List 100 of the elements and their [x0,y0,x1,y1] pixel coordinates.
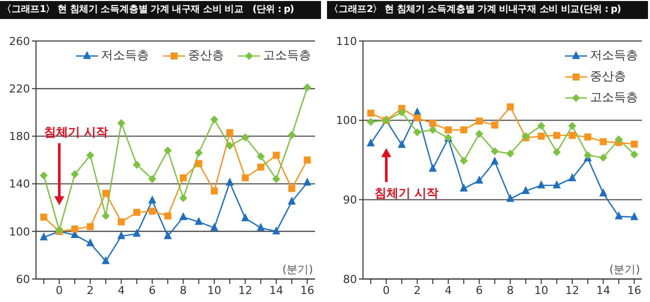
x-tick-label: 2 [414,284,421,297]
y-tick-label: 80 [343,272,357,286]
point [568,132,576,139]
point [600,138,607,146]
y-tick-label: 60 [16,272,30,286]
point [241,213,250,222]
legend-label: 고소득층 [590,89,638,106]
point [132,160,141,169]
point [538,132,545,140]
point [272,152,280,159]
x-tick-label: 16 [300,284,314,297]
point [117,119,126,128]
point [241,133,250,142]
point [256,222,265,231]
chart-title: 〈그래프1〉 현 침체기 소득계층별 가계 내구재 소비 비교 (단위 : p) [0,1,321,19]
point [133,208,140,216]
x-axis-title: (분기) [282,263,313,276]
point [288,131,296,140]
x-tick-label: 6 [476,284,483,297]
point [194,216,203,225]
point [132,228,141,237]
point [630,150,638,158]
chart-title: 〈그래프2〉 현 침체기 소득계층별 가계 비내구재 소비 비교(단위 : p) [327,1,648,19]
legend-label: 고소득층 [263,47,311,64]
x-tick-label: 10 [207,284,222,297]
point [429,120,436,128]
x-tick-label: 8 [506,284,514,297]
x-tick-label: 8 [180,284,187,297]
point [86,151,94,160]
point [304,156,311,164]
point [599,154,608,162]
point [630,140,638,148]
x-tick-label: 12 [238,284,252,297]
point [256,152,265,160]
point [40,232,48,240]
point [537,122,546,130]
y-tick-label: 260 [9,34,30,48]
point [226,129,234,136]
point [210,222,218,231]
x-tick-label: 14 [596,284,610,297]
point [460,184,468,192]
x-tick-label: 6 [148,284,156,297]
point [506,150,514,158]
point [179,212,188,220]
point [568,122,576,130]
point [288,185,296,192]
point [522,186,530,194]
annotation: 침체기 시작 [44,125,108,140]
point [102,256,110,264]
point [86,238,94,246]
point [210,116,218,124]
point [164,212,172,220]
point [428,164,437,172]
point [490,147,499,156]
point [599,188,608,196]
point [40,171,48,180]
point [164,231,172,240]
point [460,156,468,165]
x-tick-label: 0 [56,284,63,297]
point [102,190,110,197]
point [303,178,312,186]
point [179,194,188,202]
point [475,176,484,184]
point [180,174,187,182]
point [614,135,623,144]
point [195,160,202,168]
point [584,133,592,140]
x-tick-label: 12 [565,284,580,297]
point [506,194,514,202]
point [102,212,110,220]
point [164,146,172,154]
point [413,128,422,136]
point [118,218,125,226]
point [148,208,156,215]
point [414,114,421,122]
point [86,223,94,230]
legend-label: 저소득층 [590,47,638,64]
point [194,148,203,157]
y-tick-label: 110 [336,34,357,48]
point [475,130,484,138]
point [398,140,406,148]
y-tick-label: 140 [9,178,30,191]
point [537,180,546,188]
point [272,226,280,234]
annotation: 침체기 시작 [374,186,438,200]
y-tick-label: 90 [343,194,357,207]
legend-label: 중산층 [590,68,626,85]
x-tick-label: 4 [118,284,125,297]
point [226,178,234,186]
point [490,156,499,165]
legend-label: 중산층 [188,47,224,64]
y-tick-label: 100 [336,114,357,128]
point [506,103,514,110]
x-tick-label: 0 [382,284,390,297]
point [70,170,79,178]
point [117,231,126,240]
y-tick-label: 180 [9,130,30,144]
point [148,195,156,204]
point [428,126,437,134]
point [568,173,576,182]
